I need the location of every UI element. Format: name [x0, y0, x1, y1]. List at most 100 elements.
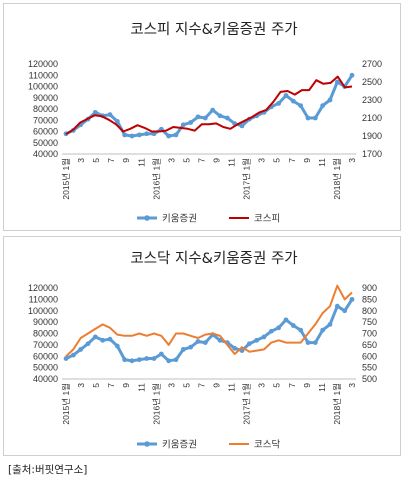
x-tick-label: 3	[347, 158, 357, 163]
y-left-tick-label: 50000	[33, 138, 58, 148]
chart-title: 코스피 지수&키움증권 주가	[130, 21, 297, 38]
data-point	[305, 340, 311, 345]
chart-panel-kospi: 코스피 지수&키움증권 주가 40000 50000 60000 70000 80000 9…	[3, 3, 401, 231]
legend-label: 키움증권	[162, 439, 197, 451]
data-point	[261, 334, 267, 340]
data-point	[202, 340, 208, 345]
x-tick-label: 2016년 1월	[151, 383, 161, 425]
x-tick-label: 3	[166, 158, 176, 163]
y-right-tick-label: 800	[362, 306, 377, 316]
data-point	[158, 351, 164, 357]
data-point	[166, 358, 172, 364]
legend-marker	[144, 215, 150, 221]
legend-label: 코스닥	[254, 440, 280, 451]
data-point	[349, 296, 355, 302]
data-point	[151, 131, 157, 137]
y-left-tick-label: 110000	[29, 294, 58, 304]
x-tick-label: 7	[287, 158, 297, 163]
y-right-tick-label: 2300	[362, 95, 382, 105]
data-point	[129, 358, 135, 364]
data-point	[320, 327, 326, 333]
y-left-tick-label: 120000	[28, 59, 58, 69]
y-left-tick-label: 70000	[33, 115, 58, 125]
x-tick-label: 9	[302, 383, 312, 388]
data-point	[85, 341, 91, 347]
x-tick-label: 2017년 1월	[242, 158, 252, 200]
y-right-tick-label: 1700	[362, 149, 382, 159]
data-point	[327, 97, 333, 103]
data-point	[122, 132, 128, 138]
x-tick-label: 2017년 1월	[242, 383, 252, 425]
legend-label: 키움증권	[162, 213, 197, 225]
series-line-코스닥	[65, 284, 353, 358]
data-point	[232, 345, 238, 351]
x-tick-label: 3	[76, 383, 86, 388]
data-point	[202, 115, 208, 121]
data-point	[276, 100, 282, 106]
y-left-tick-label: 50000	[33, 363, 58, 373]
x-tick-label: 7	[196, 383, 206, 388]
x-tick-label: 3	[76, 158, 86, 163]
data-point	[144, 131, 150, 137]
data-point	[276, 325, 282, 331]
x-tick-label: 9	[121, 158, 131, 163]
y-left-tick-label: 40000	[33, 149, 58, 159]
data-point	[173, 357, 179, 363]
x-tick-label: 11	[136, 383, 146, 392]
data-point	[342, 308, 348, 314]
y-right-tick-label: 900	[362, 283, 377, 293]
data-point	[298, 103, 304, 109]
x-tick-label: 11	[317, 158, 327, 167]
y-right-tick-label: 600	[362, 351, 377, 361]
data-point	[92, 109, 98, 115]
x-tick-label: 5	[91, 383, 101, 388]
data-point	[283, 317, 289, 323]
data-point	[298, 327, 304, 333]
chart-title: 코스닥 지수&키움증권 주가	[130, 250, 297, 267]
data-point	[100, 337, 106, 343]
y-right-tick-label: 850	[362, 294, 377, 304]
data-point	[290, 98, 296, 104]
data-point	[334, 303, 340, 309]
x-tick-label: 5	[272, 383, 282, 388]
data-point	[136, 357, 142, 363]
data-point	[63, 356, 69, 361]
data-point	[246, 341, 252, 347]
data-point	[334, 79, 340, 85]
data-point	[136, 132, 142, 138]
x-tick-label: 2018년 1월	[332, 383, 342, 425]
y-right-tick-label: 2500	[362, 77, 382, 87]
y-right-tick-label: 1900	[362, 131, 382, 141]
data-point	[107, 112, 113, 118]
x-tick-label: 7	[287, 383, 297, 388]
data-point	[283, 93, 289, 98]
legend-label: 코스피	[254, 214, 280, 225]
y-right-tick-label: 2100	[362, 113, 382, 123]
x-tick-label: 9	[121, 383, 131, 388]
y-left-tick-label: 110000	[29, 70, 58, 80]
source-caption: [출처:버핏연구소]	[8, 464, 88, 476]
legend-marker	[144, 441, 150, 447]
data-point	[78, 347, 84, 352]
series-line-코스피	[65, 75, 353, 136]
data-point	[320, 103, 326, 109]
y-right-tick-label: 500	[362, 374, 377, 384]
data-point	[217, 113, 223, 119]
x-tick-label: 7	[106, 158, 116, 163]
x-tick-label: 11	[136, 158, 146, 167]
y-right-tick-label: 700	[362, 329, 377, 339]
y-left-tick-label: 90000	[33, 93, 58, 103]
data-point	[114, 343, 120, 349]
y-left-tick-label: 80000	[33, 104, 58, 114]
y-left-tick-label: 60000	[33, 351, 58, 361]
y-left-tick-label: 100000	[28, 82, 58, 92]
y-left-tick-label: 100000	[28, 306, 58, 316]
data-point	[224, 115, 230, 121]
data-point	[188, 344, 194, 350]
chart-kospi: 코스피 지수&키움증권 주가40000500006000070000800009…	[28, 21, 382, 225]
x-tick-label: 11	[227, 158, 237, 167]
x-tick-label: 3	[257, 158, 267, 163]
x-tick-label: 7	[106, 383, 116, 388]
y-left-tick-label: 90000	[33, 317, 58, 327]
